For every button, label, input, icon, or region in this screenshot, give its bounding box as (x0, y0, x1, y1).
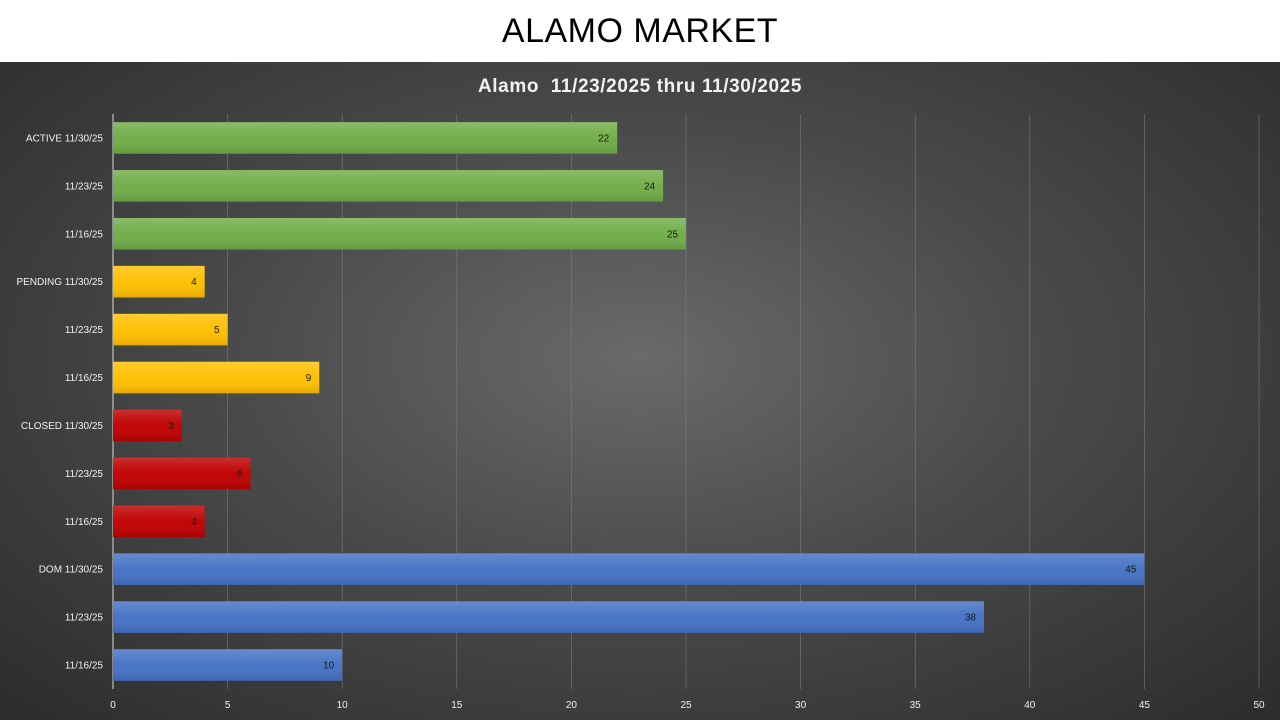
x-tick-label: 10 (337, 700, 349, 711)
bar-shine (113, 313, 228, 346)
data-label: 38 (965, 613, 977, 624)
bar-shine (113, 361, 320, 394)
bar-chart: Alamo 11/23/2025 thru 11/30/2025 22 24 25 4… (16, 76, 1265, 711)
category-label: 11/16/25 (65, 229, 104, 240)
data-label: 5 (214, 325, 220, 336)
category-label: 11/23/25 (65, 613, 104, 624)
category-label: 11/23/25 (65, 325, 104, 336)
title-band: ALAMO MARKET (0, 0, 1280, 62)
bar-shine (113, 649, 343, 681)
data-label: 10 (323, 661, 335, 672)
x-tick-label: 5 (225, 700, 231, 711)
x-tick-label: 0 (110, 700, 116, 711)
x-tick-label: 45 (1139, 700, 1151, 711)
x-tick-label: 35 (910, 700, 922, 711)
bar-shine (113, 553, 1145, 586)
chart-title: Alamo 11/23/2025 thru 11/30/2025 (478, 76, 802, 97)
data-label: 4 (191, 277, 197, 288)
data-label: 4 (191, 517, 197, 528)
category-label: CLOSED 11/30/25 (21, 421, 104, 432)
data-label: 6 (237, 469, 243, 480)
bar-shine (113, 170, 664, 202)
page-title: ALAMO MARKET (501, 11, 779, 50)
bar-shine (113, 601, 984, 633)
category-label: DOM 11/30/25 (39, 565, 104, 576)
x-tick-label: 15 (451, 700, 463, 711)
x-tick-label: 20 (566, 700, 578, 711)
bar-shine (113, 122, 618, 154)
data-label: 22 (598, 133, 610, 144)
category-label: 11/16/25 (65, 517, 104, 528)
x-tick-label: 40 (1024, 700, 1036, 711)
category-label: 11/16/25 (65, 373, 104, 384)
data-label: 3 (168, 421, 174, 432)
bar-shine (113, 265, 205, 298)
chart-area: Alamo 11/23/2025 thru 11/30/2025 22 24 25 4… (0, 62, 1280, 720)
data-label: 9 (306, 373, 312, 384)
bar-shine (113, 457, 251, 490)
data-label: 24 (644, 181, 656, 192)
x-tick-label: 30 (795, 700, 807, 711)
bar-shine (113, 505, 205, 538)
category-label: 11/23/25 (65, 181, 104, 192)
category-label: PENDING 11/30/25 (16, 277, 103, 288)
category-label: 11/16/25 (65, 661, 104, 672)
data-label: 45 (1125, 565, 1137, 576)
x-tick-label: 50 (1253, 700, 1265, 711)
x-tick-label: 25 (680, 700, 692, 711)
bar-shine (113, 409, 182, 442)
category-label: 11/23/25 (65, 469, 104, 480)
data-label: 25 (667, 229, 679, 240)
category-labels: ACTIVE 11/30/25 11/23/25 11/16/25 PENDING 1… (16, 133, 103, 671)
gridlines (112, 114, 1260, 689)
x-axis-ticks: 0 5 10 15 20 25 30 35 40 45 50 (110, 700, 1265, 711)
category-label: ACTIVE 11/30/25 (26, 133, 104, 144)
bar-shine (113, 217, 686, 250)
